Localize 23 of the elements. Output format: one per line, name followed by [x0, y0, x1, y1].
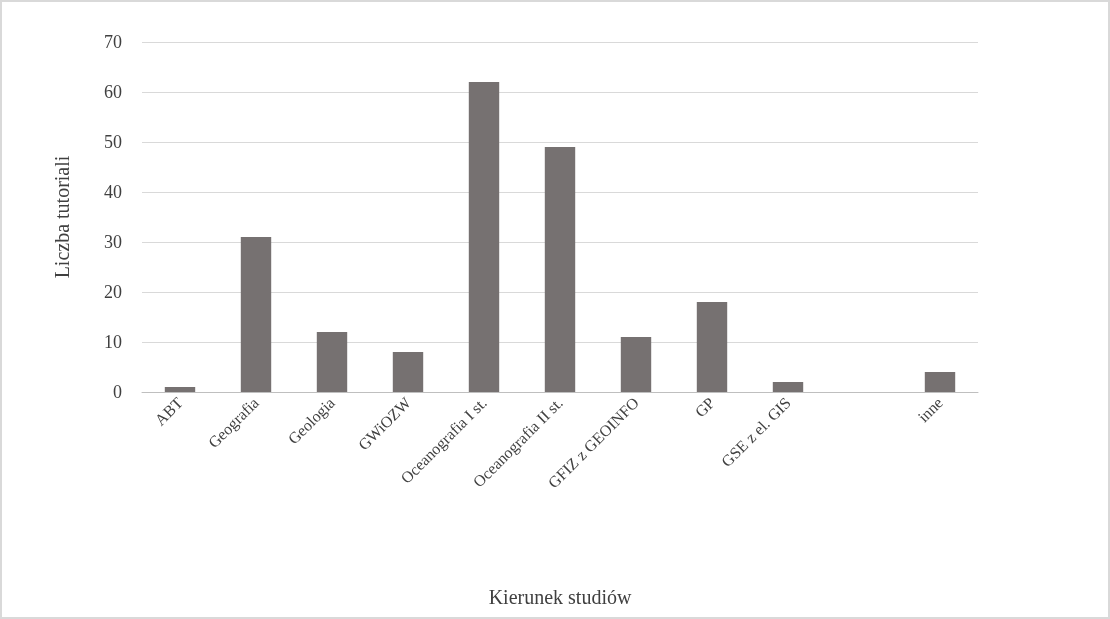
bar: [620, 337, 652, 392]
bar: [468, 82, 500, 392]
bar: [772, 382, 804, 392]
bar: [924, 372, 956, 392]
y-tick-label: 70: [104, 32, 122, 52]
bar: [240, 237, 272, 392]
x-axis-title: Kierunek studiów: [488, 586, 632, 608]
x-tick-label: GSE z el. GIS: [717, 393, 795, 471]
bar: [316, 332, 348, 392]
bar: [392, 352, 424, 392]
bar: [164, 387, 196, 392]
y-tick-label: 40: [104, 182, 122, 202]
y-axis-title: Liczba tutoriali: [51, 155, 73, 279]
x-tick-label: inne: [914, 393, 947, 426]
bar: [696, 302, 728, 392]
y-tick-label: 60: [104, 82, 122, 102]
y-tick-label: 50: [104, 132, 122, 152]
y-tick-label: 20: [104, 282, 122, 302]
bar: [544, 147, 576, 392]
x-tick-label: GP: [691, 393, 719, 421]
y-tick-label: 10: [104, 332, 122, 352]
y-tick-label: 0: [113, 382, 122, 402]
y-tick-label: 30: [104, 232, 122, 252]
